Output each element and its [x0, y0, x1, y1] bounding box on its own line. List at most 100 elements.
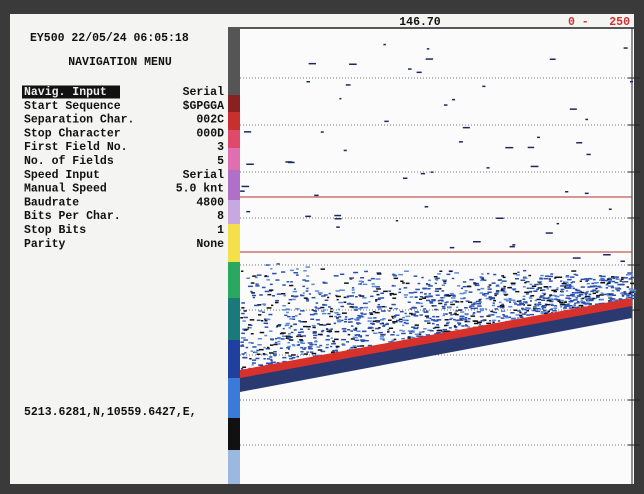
- echo-dot: [297, 341, 299, 343]
- echo-dot: [480, 308, 485, 310]
- echo-dot: [609, 209, 612, 211]
- echo-dot: [342, 312, 347, 314]
- echo-dot: [451, 295, 455, 297]
- echo-dot: [560, 306, 562, 308]
- echo-dot: [297, 344, 300, 346]
- echo-dot: [488, 288, 492, 290]
- echo-dot: [404, 322, 407, 324]
- echo-dot: [519, 315, 522, 317]
- echo-dot: [449, 319, 452, 321]
- echo-dot: [502, 307, 504, 309]
- echo-dot: [468, 318, 471, 320]
- echo-dot: [577, 295, 581, 297]
- echo-dot: [493, 274, 496, 276]
- echo-dot: [535, 300, 537, 302]
- echo-dot: [496, 290, 500, 292]
- menu-value: Serial: [183, 86, 225, 99]
- echo-dot: [566, 282, 568, 284]
- scale-segment: [228, 378, 240, 418]
- echo-dot: [566, 276, 570, 278]
- echo-dot: [263, 358, 265, 360]
- echo-dot: [368, 317, 373, 319]
- echo-dot: [259, 294, 263, 296]
- echo-dot: [457, 322, 460, 324]
- echo-dot: [511, 283, 516, 285]
- echo-dot: [567, 287, 570, 289]
- echo-dot: [565, 191, 568, 193]
- echo-dot: [392, 285, 394, 287]
- echo-dot: [368, 280, 371, 282]
- echo-dot: [581, 279, 585, 281]
- echo-dot: [282, 357, 286, 359]
- echo-dot: [617, 290, 620, 292]
- echo-dot: [338, 309, 340, 311]
- echo-dot: [274, 344, 278, 346]
- echo-dot: [269, 356, 272, 358]
- echo-dot: [312, 297, 316, 299]
- echo-dot: [312, 353, 317, 355]
- echo-dot: [309, 293, 311, 295]
- echo-dot: [563, 282, 566, 284]
- echo-dot: [326, 344, 329, 346]
- echo-dot: [306, 351, 309, 353]
- echo-dot: [293, 324, 297, 326]
- echo-dot: [241, 313, 244, 315]
- echogram-area: [228, 28, 634, 484]
- echo-dot: [381, 334, 383, 336]
- echo-dot: [460, 293, 465, 295]
- echo-dot: [587, 154, 591, 156]
- echo-dot: [296, 268, 299, 270]
- echo-dot: [372, 286, 377, 288]
- echo-dot: [501, 311, 505, 313]
- echo-dot: [576, 274, 579, 276]
- echo-dot: [530, 288, 535, 290]
- echo-dot: [393, 274, 395, 276]
- echo-dot: [242, 353, 245, 355]
- echo-dot: [358, 308, 362, 310]
- echo-dot: [296, 356, 299, 358]
- echo-dot: [493, 300, 496, 302]
- echo-dot: [629, 293, 632, 295]
- echo-dot: [508, 298, 511, 300]
- echo-dot: [599, 279, 601, 281]
- echo-dot: [449, 327, 452, 329]
- echo-dot: [408, 302, 411, 304]
- echo-dot: [337, 314, 341, 316]
- echo-dot: [492, 282, 496, 284]
- echo-dot: [293, 291, 297, 293]
- echo-dot: [601, 292, 604, 294]
- echo-dot: [312, 309, 314, 311]
- echo-dot: [444, 325, 447, 327]
- echo-dot: [426, 284, 430, 286]
- echo-dot: [460, 311, 464, 313]
- echo-dot: [604, 280, 609, 282]
- echo-dot: [292, 357, 296, 359]
- echo-dot: [554, 305, 557, 307]
- echo-dot: [424, 293, 427, 295]
- echo-dot: [514, 310, 518, 312]
- echo-dot: [585, 292, 588, 294]
- echo-dot: [492, 320, 496, 322]
- echo-dot: [549, 278, 551, 280]
- echo-dot: [275, 338, 277, 340]
- echo-dot: [344, 297, 347, 299]
- echo-dot: [573, 288, 575, 290]
- echo-dot: [384, 121, 388, 123]
- echo-dot: [540, 275, 543, 277]
- echo-dot: [461, 325, 464, 327]
- echo-dot: [526, 293, 529, 295]
- echo-dot: [337, 321, 341, 323]
- menu-label: Stop Character: [24, 127, 121, 140]
- screen: EY500 22/05/24 06:05:18 NAVIGATION MENU …: [0, 0, 644, 494]
- echo-dot: [334, 316, 337, 318]
- echo-dot: [336, 346, 340, 348]
- echo-dot: [496, 218, 504, 220]
- echo-dot: [380, 319, 384, 321]
- echo-dot: [251, 333, 254, 335]
- echo-dot: [389, 328, 393, 330]
- echo-dot: [254, 305, 259, 307]
- echo-dot: [586, 279, 590, 281]
- echo-dot: [413, 292, 417, 294]
- echo-dot: [336, 226, 340, 228]
- menu-value: 000D: [196, 127, 224, 140]
